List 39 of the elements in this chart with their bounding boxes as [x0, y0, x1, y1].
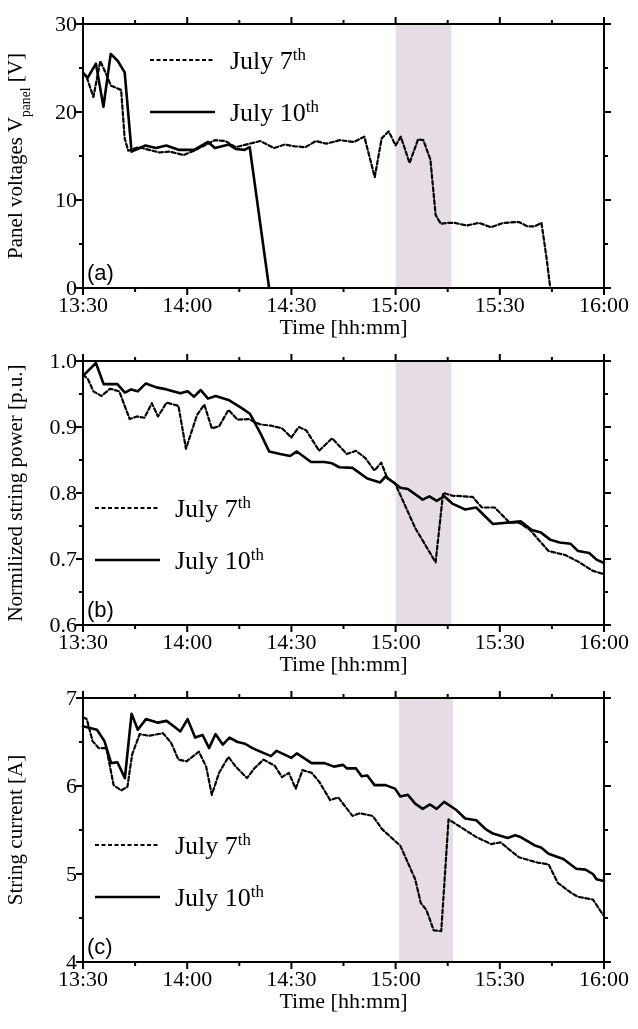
x-tick-label: 15:30 [474, 629, 525, 654]
y-tick-label: 1.0 [49, 348, 77, 373]
annotation: (c) [87, 934, 113, 959]
legend-label: July 7$^{th}$ [230, 44, 307, 75]
y-axis-title: Normilized string power [p.u.] [3, 364, 27, 622]
y-axis-title: String current [A] [3, 754, 27, 906]
x-tick-label: 14:30 [266, 629, 317, 654]
x-tick-label: 16:00 [578, 629, 630, 654]
x-tick-label: 14:30 [266, 292, 317, 317]
legend-label: July 7$^{th}$ [175, 492, 252, 523]
x-tick-label: 15:00 [370, 629, 421, 654]
x-tick-label: 15:30 [474, 966, 525, 991]
y-tick-label: 0.7 [49, 546, 77, 571]
y-tick-label: 0.8 [49, 480, 77, 505]
y-tick-label: 7 [66, 685, 77, 710]
legend-label: July 10$^{th}$ [175, 881, 265, 912]
x-tick-label: 14:00 [162, 966, 213, 991]
annotation: (a) [87, 260, 114, 285]
x-tick-label: 14:00 [162, 629, 213, 654]
x-axis-title: Time [hh:mm] [279, 651, 408, 676]
legend-label: July 7$^{th}$ [175, 829, 252, 860]
x-tick-label: 14:00 [162, 292, 213, 317]
y-tick-label: 30 [55, 11, 77, 36]
x-tick-label: 16:00 [578, 966, 630, 991]
x-tick-label: 14:30 [266, 966, 317, 991]
x-tick-label: 15:30 [474, 292, 525, 317]
y-tick-label: 10 [55, 187, 77, 212]
x-axis-title: Time [hh:mm] [279, 314, 408, 339]
annotation: (b) [87, 597, 114, 622]
y-tick-label: 5 [66, 861, 77, 886]
x-tick-label: 15:00 [370, 292, 421, 317]
x-tick-label: 15:00 [370, 966, 421, 991]
legend-label: July 10$^{th}$ [175, 544, 265, 575]
x-axis-title: Time [hh:mm] [279, 988, 408, 1013]
x-tick-label: 16:00 [578, 292, 630, 317]
y-tick-label: 20 [55, 99, 77, 124]
legend-label: July 10$^{th}$ [230, 96, 320, 127]
y-tick-label: 0.9 [49, 414, 77, 439]
y-tick-label: 6 [66, 773, 77, 798]
